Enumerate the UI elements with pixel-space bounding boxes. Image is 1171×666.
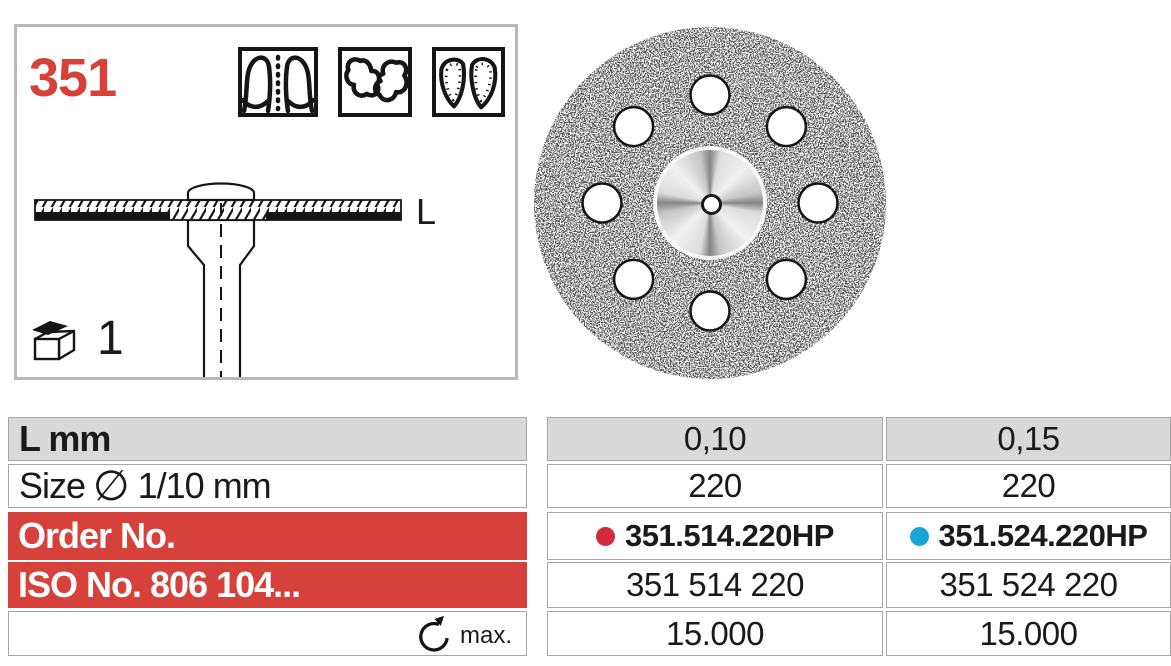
size-value-2-text: 220 [1001,467,1056,504]
order-no-2-text: 351.524.220HP [938,518,1148,553]
disc-hole [612,105,655,148]
diamond-disc-image [533,26,887,380]
l-mm-value-1-text: 0,10 [683,420,747,457]
spec-table-labels: L mm Size ∅ 1/10 mm Order No. ISO No. 80… [8,417,527,656]
order-no-label: Order No. [18,515,176,556]
disc-hole [689,290,731,332]
max-rpm-label: max. [459,622,512,649]
spec-table-variant-2: 0,15 220 351.524.220HP 351 524 220 15.00… [886,417,1171,656]
max-rpm-1-text: 15.000 [666,614,764,652]
order-no-1-text: 351.514.220HP [625,518,834,553]
size-value-1: 220 [547,464,883,508]
order-no-value-2: 351.524.220HP [886,512,1171,560]
cooling-holes [581,74,839,332]
row-label-order-no: Order No. [8,512,527,560]
diameter-symbol: ∅ [93,460,130,510]
disc-center-hole [700,193,722,215]
iso-no-1-text: 351 514 220 [625,566,805,603]
max-rpm-2-text: 15.000 [979,614,1078,652]
iso-no-label: ISO No. 806 104... [18,564,301,605]
indication-box-crowns [338,47,412,117]
l-mm-value-2-text: 0,15 [997,420,1060,457]
row-label-size: Size ∅ 1/10 mm [8,460,527,510]
crown-shapes-icon [344,57,408,103]
max-rpm-value-1: 15.000 [547,611,883,656]
spec-table-variant-1: 0,10 220 351.514.220HP 351 514 220 15.00… [547,417,883,656]
max-rpm-value-2: 15.000 [886,611,1171,656]
l-mm-value-1: 0,10 [547,417,883,461]
packaging-info: 1 [31,312,124,365]
disc-hole [765,258,808,301]
disc-hole [612,258,655,301]
size-value-2: 220 [886,464,1171,508]
l-mm-label: L mm [19,418,111,459]
disc-hole [689,74,731,116]
veneers-icon [439,57,498,110]
iso-no-2-text: 351 524 220 [939,566,1118,603]
disc-hub [653,146,767,260]
size-value-1-text: 220 [688,467,742,504]
size-label: Size [19,465,86,506]
disc-hole [581,182,623,224]
product-number: 351 [29,48,117,108]
disc-hole [765,105,808,148]
package-box-icon [32,321,76,361]
disc-hole [797,182,839,224]
indication-box-veneers [432,47,505,117]
row-label-iso-no: ISO No. 806 104... [8,562,527,608]
rotation-icon [419,615,449,652]
dimension-label: L [416,191,436,232]
size-unit-label: 1/10 mm [137,465,272,506]
iso-no-value-1: 351 514 220 [547,562,883,608]
indication-box-separation [238,47,318,117]
blue-grit-dot-icon [909,526,929,546]
tooth-separation-icon [242,54,314,113]
order-no-value-1: 351.514.220HP [547,512,883,560]
l-mm-value-2: 0,15 [886,417,1171,461]
row-label-max-rpm: max. [8,611,527,656]
red-grit-dot-icon [596,526,616,546]
iso-no-value-2: 351 524 220 [886,562,1171,608]
product-info-panel: 351 [14,24,518,380]
package-quantity: 1 [97,312,124,365]
row-label-l-mm: L mm [8,417,527,461]
